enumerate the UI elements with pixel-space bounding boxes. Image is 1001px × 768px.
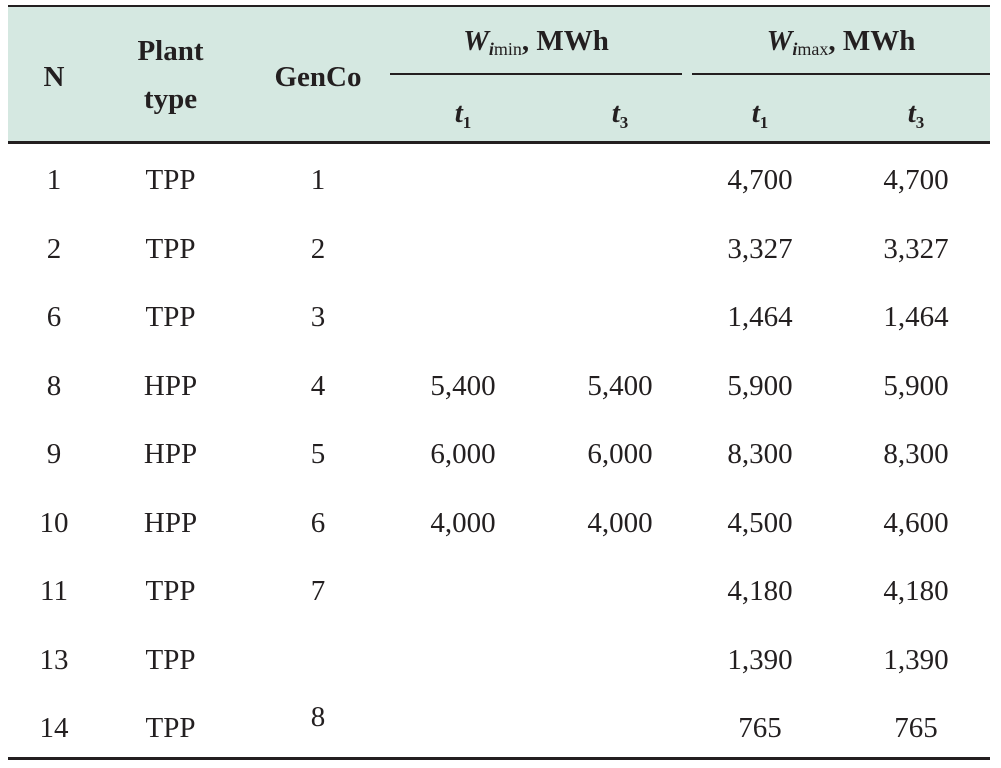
genco-merged-13-14: 8 <box>310 701 326 733</box>
cell-wmax-t3: 4,180 <box>883 575 949 607</box>
sub-col-symbol: t <box>751 97 760 129</box>
cell-wmax-t1: 4,500 <box>727 507 793 539</box>
cell-plant-type: HPP <box>143 438 198 470</box>
header-rule <box>8 141 990 144</box>
header-genco: GenCo <box>274 61 362 93</box>
wmax-unit: , MWh <box>828 25 916 57</box>
cell-genco: 5 <box>310 438 326 470</box>
cell-wmax-t1: 765 <box>738 712 782 744</box>
cell-n: 9 <box>46 438 62 470</box>
cell-n: 13 <box>39 644 69 676</box>
cell-n: 10 <box>39 507 69 539</box>
header-wmax-t1: t1 <box>710 97 810 132</box>
cell-wmax-t3: 1,390 <box>883 644 949 676</box>
cell-genco: 3 <box>310 301 326 333</box>
sub-col-symbol: t <box>611 97 620 129</box>
bottom-rule <box>8 757 990 760</box>
cell-wmin-t1: 4,000 <box>430 507 496 539</box>
cell-plant-type: TPP <box>145 233 196 265</box>
header-wmin-t3: t3 <box>570 97 670 132</box>
cell-wmin-t1: 5,400 <box>430 370 496 402</box>
header-n: N <box>43 61 65 93</box>
cell-n: 8 <box>46 370 62 402</box>
wmax-group-rule <box>692 73 990 75</box>
cell-n: 2 <box>46 233 62 265</box>
cell-wmax-t1: 3,327 <box>727 233 793 265</box>
cell-plant-type: TPP <box>145 164 196 196</box>
cell-wmax-t1: 5,900 <box>727 370 793 402</box>
cell-wmax-t1: 1,390 <box>727 644 793 676</box>
cell-n: 1 <box>46 164 62 196</box>
cell-wmax-t1: 4,180 <box>727 575 793 607</box>
sub-col-index: 3 <box>619 113 629 132</box>
sub-col-symbol: t <box>907 97 916 129</box>
cell-n: 6 <box>46 301 62 333</box>
wmin-sub-i: i <box>488 39 494 59</box>
wmin-unit: , MWh <box>521 25 609 57</box>
cell-plant-type: TPP <box>145 712 196 744</box>
cell-plant-type: HPP <box>143 370 198 402</box>
cell-n: 11 <box>40 575 68 607</box>
cell-wmax-t3: 3,327 <box>883 233 949 265</box>
header-wmin-t1: t1 <box>413 97 513 132</box>
wmax-symbol: W <box>766 25 793 57</box>
header-wmin: Wimin, MWh <box>390 25 682 59</box>
cell-n: 14 <box>39 712 69 744</box>
cell-plant-type: TPP <box>145 301 196 333</box>
sub-col-symbol: t <box>454 97 463 129</box>
sub-col-index: 1 <box>759 113 769 132</box>
cell-wmax-t3: 4,700 <box>883 164 949 196</box>
sub-col-index: 3 <box>915 113 925 132</box>
wmin-sub-rest: min <box>493 39 522 59</box>
cell-plant-type: HPP <box>143 507 198 539</box>
cell-wmax-t3: 4,600 <box>883 507 949 539</box>
wmax-sub-rest: max <box>797 39 829 59</box>
sub-col-index: 1 <box>462 113 472 132</box>
cell-wmax-t1: 4,700 <box>727 164 793 196</box>
top-rule <box>8 5 990 7</box>
cell-genco: 4 <box>310 370 326 402</box>
wmin-symbol: W <box>463 25 489 57</box>
cell-wmin-t3: 5,400 <box>587 370 653 402</box>
header-wmax: Wimax, MWh <box>692 25 990 59</box>
cell-genco: 2 <box>310 233 326 265</box>
wmin-group-rule <box>390 73 682 75</box>
cell-wmax-t3: 8,300 <box>883 438 949 470</box>
cell-wmin-t1: 6,000 <box>430 438 496 470</box>
header-wmax-t3: t3 <box>866 97 966 132</box>
cell-plant-type: TPP <box>145 644 196 676</box>
cell-genco: 7 <box>310 575 326 607</box>
cell-genco: 1 <box>310 164 326 196</box>
header-plant-type-line2: type <box>143 83 198 115</box>
cell-wmax-t3: 5,900 <box>883 370 949 402</box>
cell-genco: 6 <box>310 507 326 539</box>
header-plant-type-line1: Plant <box>137 35 204 67</box>
cell-wmax-t1: 8,300 <box>727 438 793 470</box>
cell-plant-type: TPP <box>145 575 196 607</box>
cell-wmin-t3: 4,000 <box>587 507 653 539</box>
cell-wmax-t3: 1,464 <box>883 301 949 333</box>
cell-wmin-t3: 6,000 <box>587 438 653 470</box>
cell-wmax-t1: 1,464 <box>727 301 793 333</box>
cell-wmax-t3: 765 <box>894 712 938 744</box>
wmax-sub-i: i <box>792 39 798 59</box>
